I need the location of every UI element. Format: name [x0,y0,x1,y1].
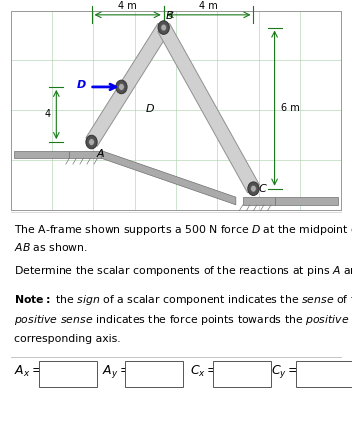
Text: $C_y =$: $C_y =$ [271,363,299,380]
Bar [11,11,341,210]
Text: B: B [166,11,174,21]
Polygon shape [158,24,259,192]
Text: C: C [259,184,266,194]
FancyBboxPatch shape [125,361,183,387]
Text: $A_y =$: $A_y =$ [102,363,131,380]
Circle shape [89,139,94,145]
Text: A: A [97,149,105,159]
Polygon shape [101,151,236,205]
Circle shape [116,80,127,94]
Text: $\bf{Note:}$ the $\it{sign}$ of a scalar component indicates the $\it{sense}$ of: $\bf{Note:}$ the $\it{sign}$ of a scalar… [14,293,352,307]
Text: $C_x =$: $C_x =$ [190,364,218,379]
Text: $A_x =$: $A_x =$ [14,364,43,379]
Text: 4 m: 4 m [199,1,218,11]
Bar [275,197,338,205]
Polygon shape [86,23,169,146]
Bar [243,197,275,205]
Text: Determine the scalar components of the reactions at pins $\mathit{A}$ and $\math: Determine the scalar components of the r… [14,264,352,278]
FancyBboxPatch shape [296,361,352,387]
Circle shape [251,185,256,192]
FancyBboxPatch shape [213,361,271,387]
Text: 4: 4 [45,109,51,120]
Text: 4 m: 4 m [118,1,137,11]
Circle shape [248,182,259,195]
Text: 6 m: 6 m [281,103,300,113]
Text: D: D [146,104,155,114]
Text: D: D [77,80,86,90]
Circle shape [119,84,124,90]
FancyBboxPatch shape [39,361,97,387]
Text: corresponding axis.: corresponding axis. [14,334,121,344]
Bar [14,151,69,158]
Circle shape [158,21,169,34]
Text: The A-frame shown supports a 500 N force $\mathit{D}$ at the midpoint of member
: The A-frame shown supports a 500 N force… [14,223,352,253]
Text: $\it{positive\ sense}$ indicates the force points towards the $\it{positive}$ en: $\it{positive\ sense}$ indicates the for… [14,313,352,327]
Circle shape [161,24,166,31]
Bar [69,151,101,158]
Circle shape [86,135,97,149]
